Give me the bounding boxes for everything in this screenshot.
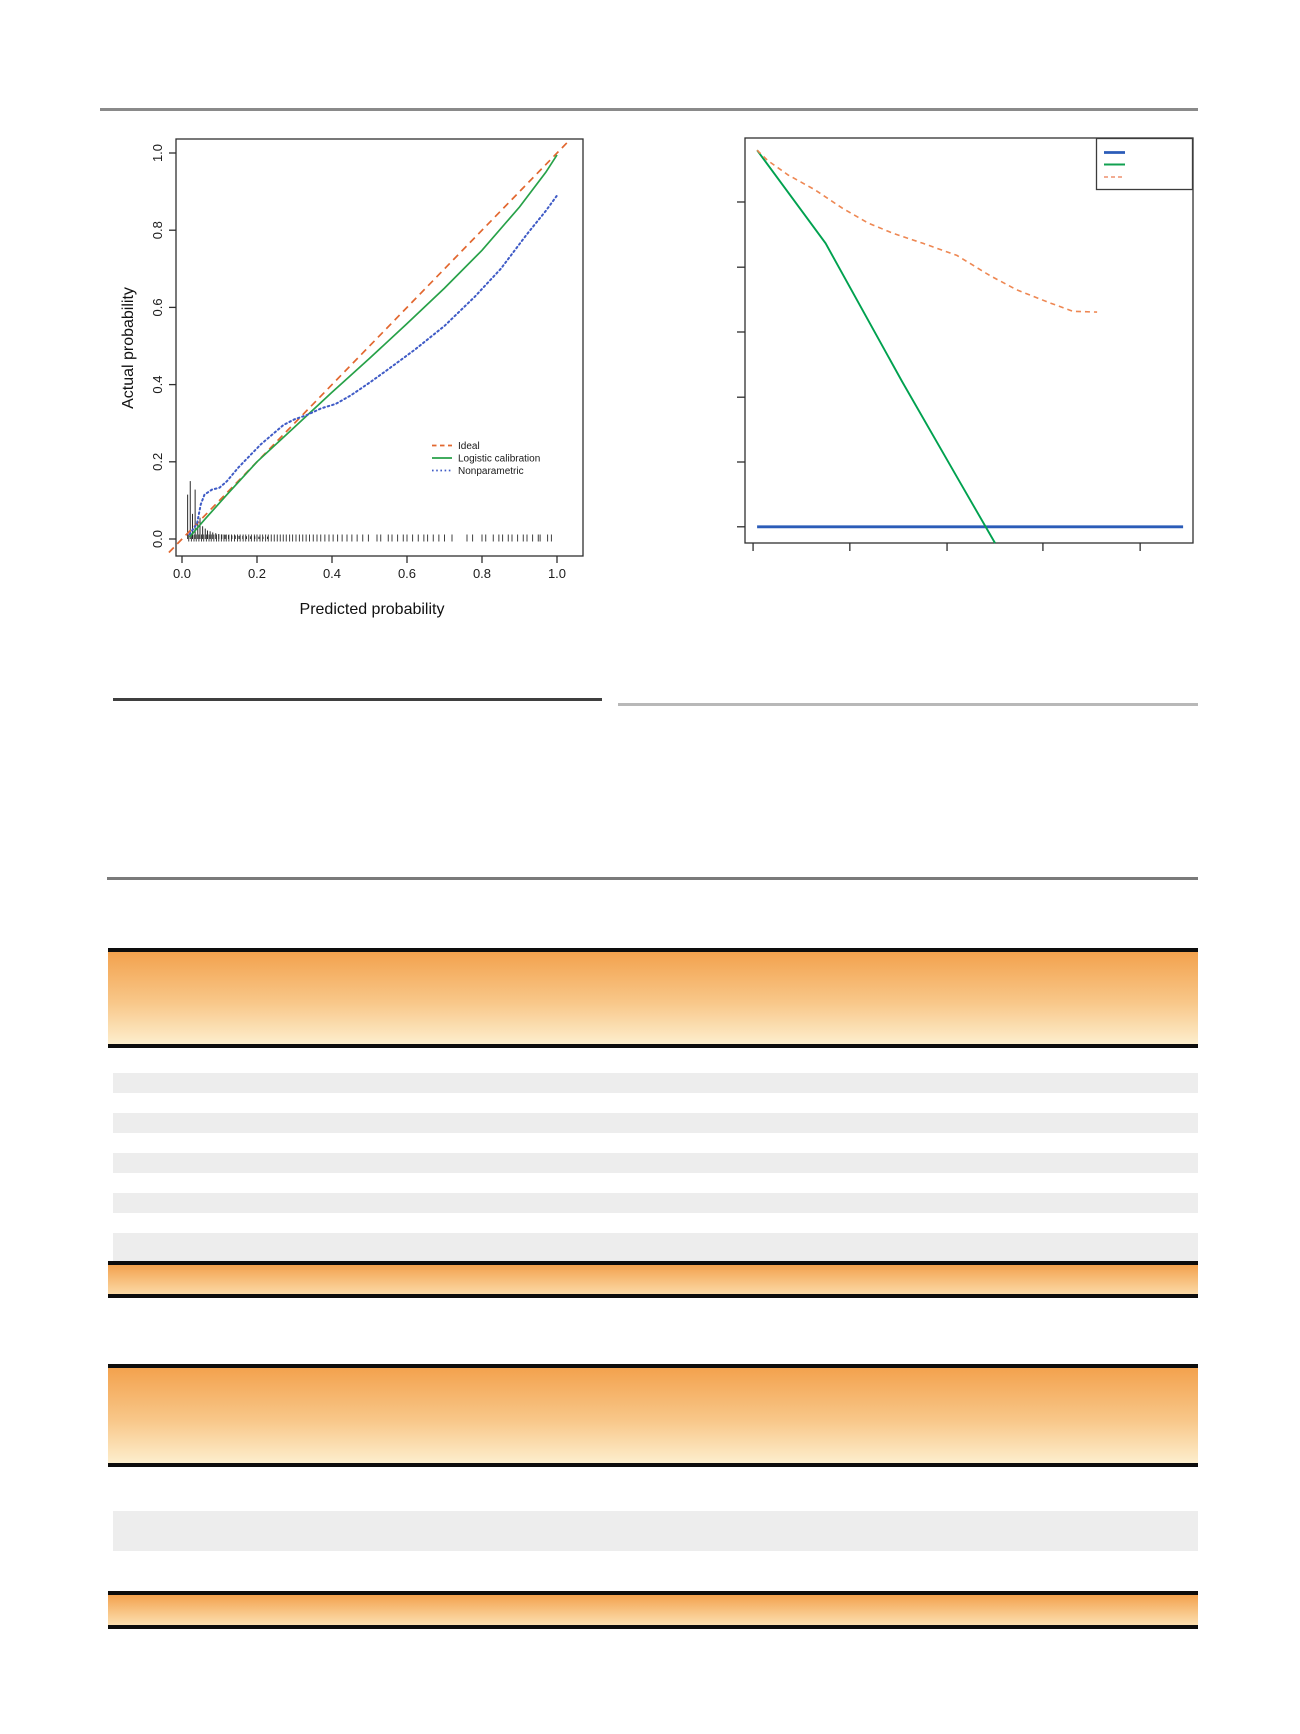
table-row-stripe (113, 1113, 1198, 1133)
table-footer-band (108, 1261, 1198, 1298)
right-column-divider (618, 703, 1198, 706)
table-footer-band (108, 1591, 1198, 1629)
table-row-stripe (113, 1511, 1198, 1551)
calibration-legend: Ideal Logistic calibration Nonparametric (432, 441, 540, 477)
x-axis-label: Predicted probability (300, 601, 445, 618)
table-row-stripe (113, 1073, 1198, 1093)
table-row-stripe (113, 1153, 1198, 1173)
table-header-band (108, 948, 1198, 1048)
svg-text:0.2: 0.2 (150, 453, 165, 471)
decision-legend (1095, 137, 1194, 191)
section-divider (107, 877, 1198, 880)
svg-text:0.6: 0.6 (398, 566, 416, 581)
svg-text:1.0: 1.0 (150, 144, 165, 162)
calibration-y-axis: 0.0 0.2 0.4 0.6 0.8 1.0 (150, 144, 176, 548)
predicted-probability-rug (188, 534, 552, 542)
decision-curve-plot (737, 137, 1194, 551)
table-row-stripe (113, 1193, 1198, 1213)
svg-text:0.8: 0.8 (150, 221, 165, 239)
svg-text:0.0: 0.0 (173, 566, 191, 581)
svg-text:0.6: 0.6 (150, 298, 165, 316)
orange-dashed-curve (756, 149, 1098, 313)
left-column-divider (113, 698, 602, 701)
legend-label-ideal: Ideal (458, 441, 480, 452)
y-axis-label: Actual probability (120, 287, 137, 409)
svg-text:0.2: 0.2 (248, 566, 266, 581)
decision-y-axis (737, 201, 745, 528)
ideal-line (168, 140, 569, 554)
green-descending-line (756, 149, 996, 544)
svg-text:0.8: 0.8 (473, 566, 491, 581)
decision-plot-frame (744, 137, 1194, 544)
calibration-x-axis: 0.0 0.2 0.4 0.6 0.8 1.0 (173, 556, 566, 581)
nonparametric-line (188, 194, 558, 536)
table-header-band (108, 1364, 1198, 1467)
table-row-stripe (113, 1233, 1198, 1261)
calibration-plot: 0.0 0.2 0.4 0.6 0.8 1.0 0.0 0.2 0.4 0.6 0.8 1.0 Ac… (120, 138, 584, 618)
top-rule-divider (100, 108, 1198, 111)
decision-x-axis (752, 543, 1141, 551)
svg-text:1.0: 1.0 (548, 566, 566, 581)
svg-text:0.0: 0.0 (150, 530, 165, 548)
legend-label-logistic: Logistic calibration (458, 454, 540, 465)
svg-text:0.4: 0.4 (150, 376, 165, 394)
logistic-calibration-line (188, 154, 558, 538)
svg-text:0.4: 0.4 (323, 566, 341, 581)
legend-label-nonparametric: Nonparametric (458, 466, 524, 477)
calibration-plot-frame (175, 138, 584, 557)
